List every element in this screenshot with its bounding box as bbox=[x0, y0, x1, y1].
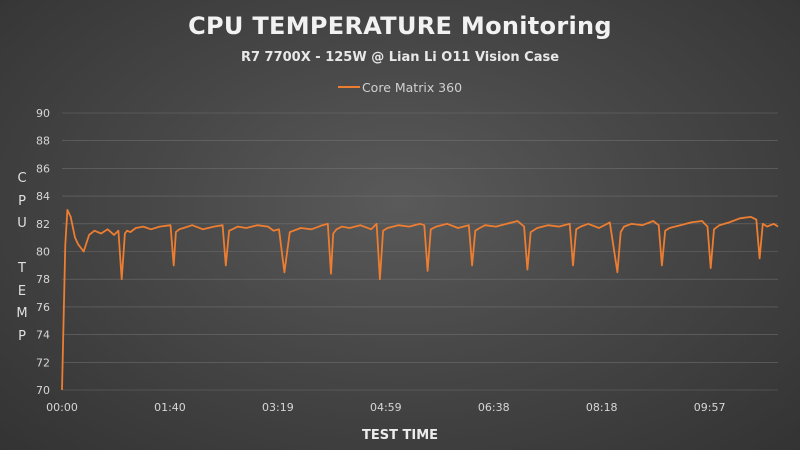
y-tick-label: 82 bbox=[36, 218, 50, 231]
x-axis-label: TEST TIME bbox=[361, 428, 439, 443]
y-tick-label: 90 bbox=[36, 107, 50, 120]
y-axis-label-char: P bbox=[18, 193, 26, 209]
y-tick-label: 78 bbox=[36, 273, 50, 286]
legend-label: Core Matrix 360 bbox=[361, 80, 463, 95]
y-axis-label-char: C bbox=[17, 171, 27, 186]
y-axis-label-char: E bbox=[17, 283, 27, 299]
y-tick-label: 70 bbox=[36, 384, 50, 397]
legend: Core Matrix 360 bbox=[0, 80, 800, 95]
chart-subtitle: R7 7700X - 125W @ Lian Li O11 Vision Cas… bbox=[240, 50, 560, 65]
y-tick-label: 84 bbox=[36, 190, 50, 203]
y-tick-label: 72 bbox=[36, 356, 50, 369]
y-tick-label: 86 bbox=[36, 162, 50, 175]
x-tick-label: 01:40 bbox=[154, 401, 186, 414]
chart-title: CPU TEMPERATURE Monitoring bbox=[188, 12, 612, 40]
y-axis-label-char: M bbox=[16, 306, 28, 321]
series-line-core-matrix-360 bbox=[61, 208, 779, 391]
x-tick-label: 00:00 bbox=[46, 401, 78, 414]
x-tick-label: 09:57 bbox=[694, 401, 726, 414]
x-tick-label: 03:19 bbox=[262, 401, 294, 414]
x-tick-label: 06:38 bbox=[478, 401, 510, 414]
y-tick-label: 74 bbox=[36, 329, 50, 342]
legend-swatch bbox=[337, 85, 360, 88]
x-tick-label: 04:59 bbox=[370, 401, 402, 414]
y-axis-label-char: P bbox=[18, 328, 26, 344]
y-tick-label: 76 bbox=[36, 301, 50, 314]
y-tick-label: 88 bbox=[36, 135, 50, 148]
y-axis-label-char: T bbox=[18, 261, 26, 276]
x-tick-label: 08:18 bbox=[586, 401, 618, 414]
y-tick-label: 80 bbox=[36, 246, 50, 259]
y-axis-label-char: U bbox=[17, 216, 27, 231]
